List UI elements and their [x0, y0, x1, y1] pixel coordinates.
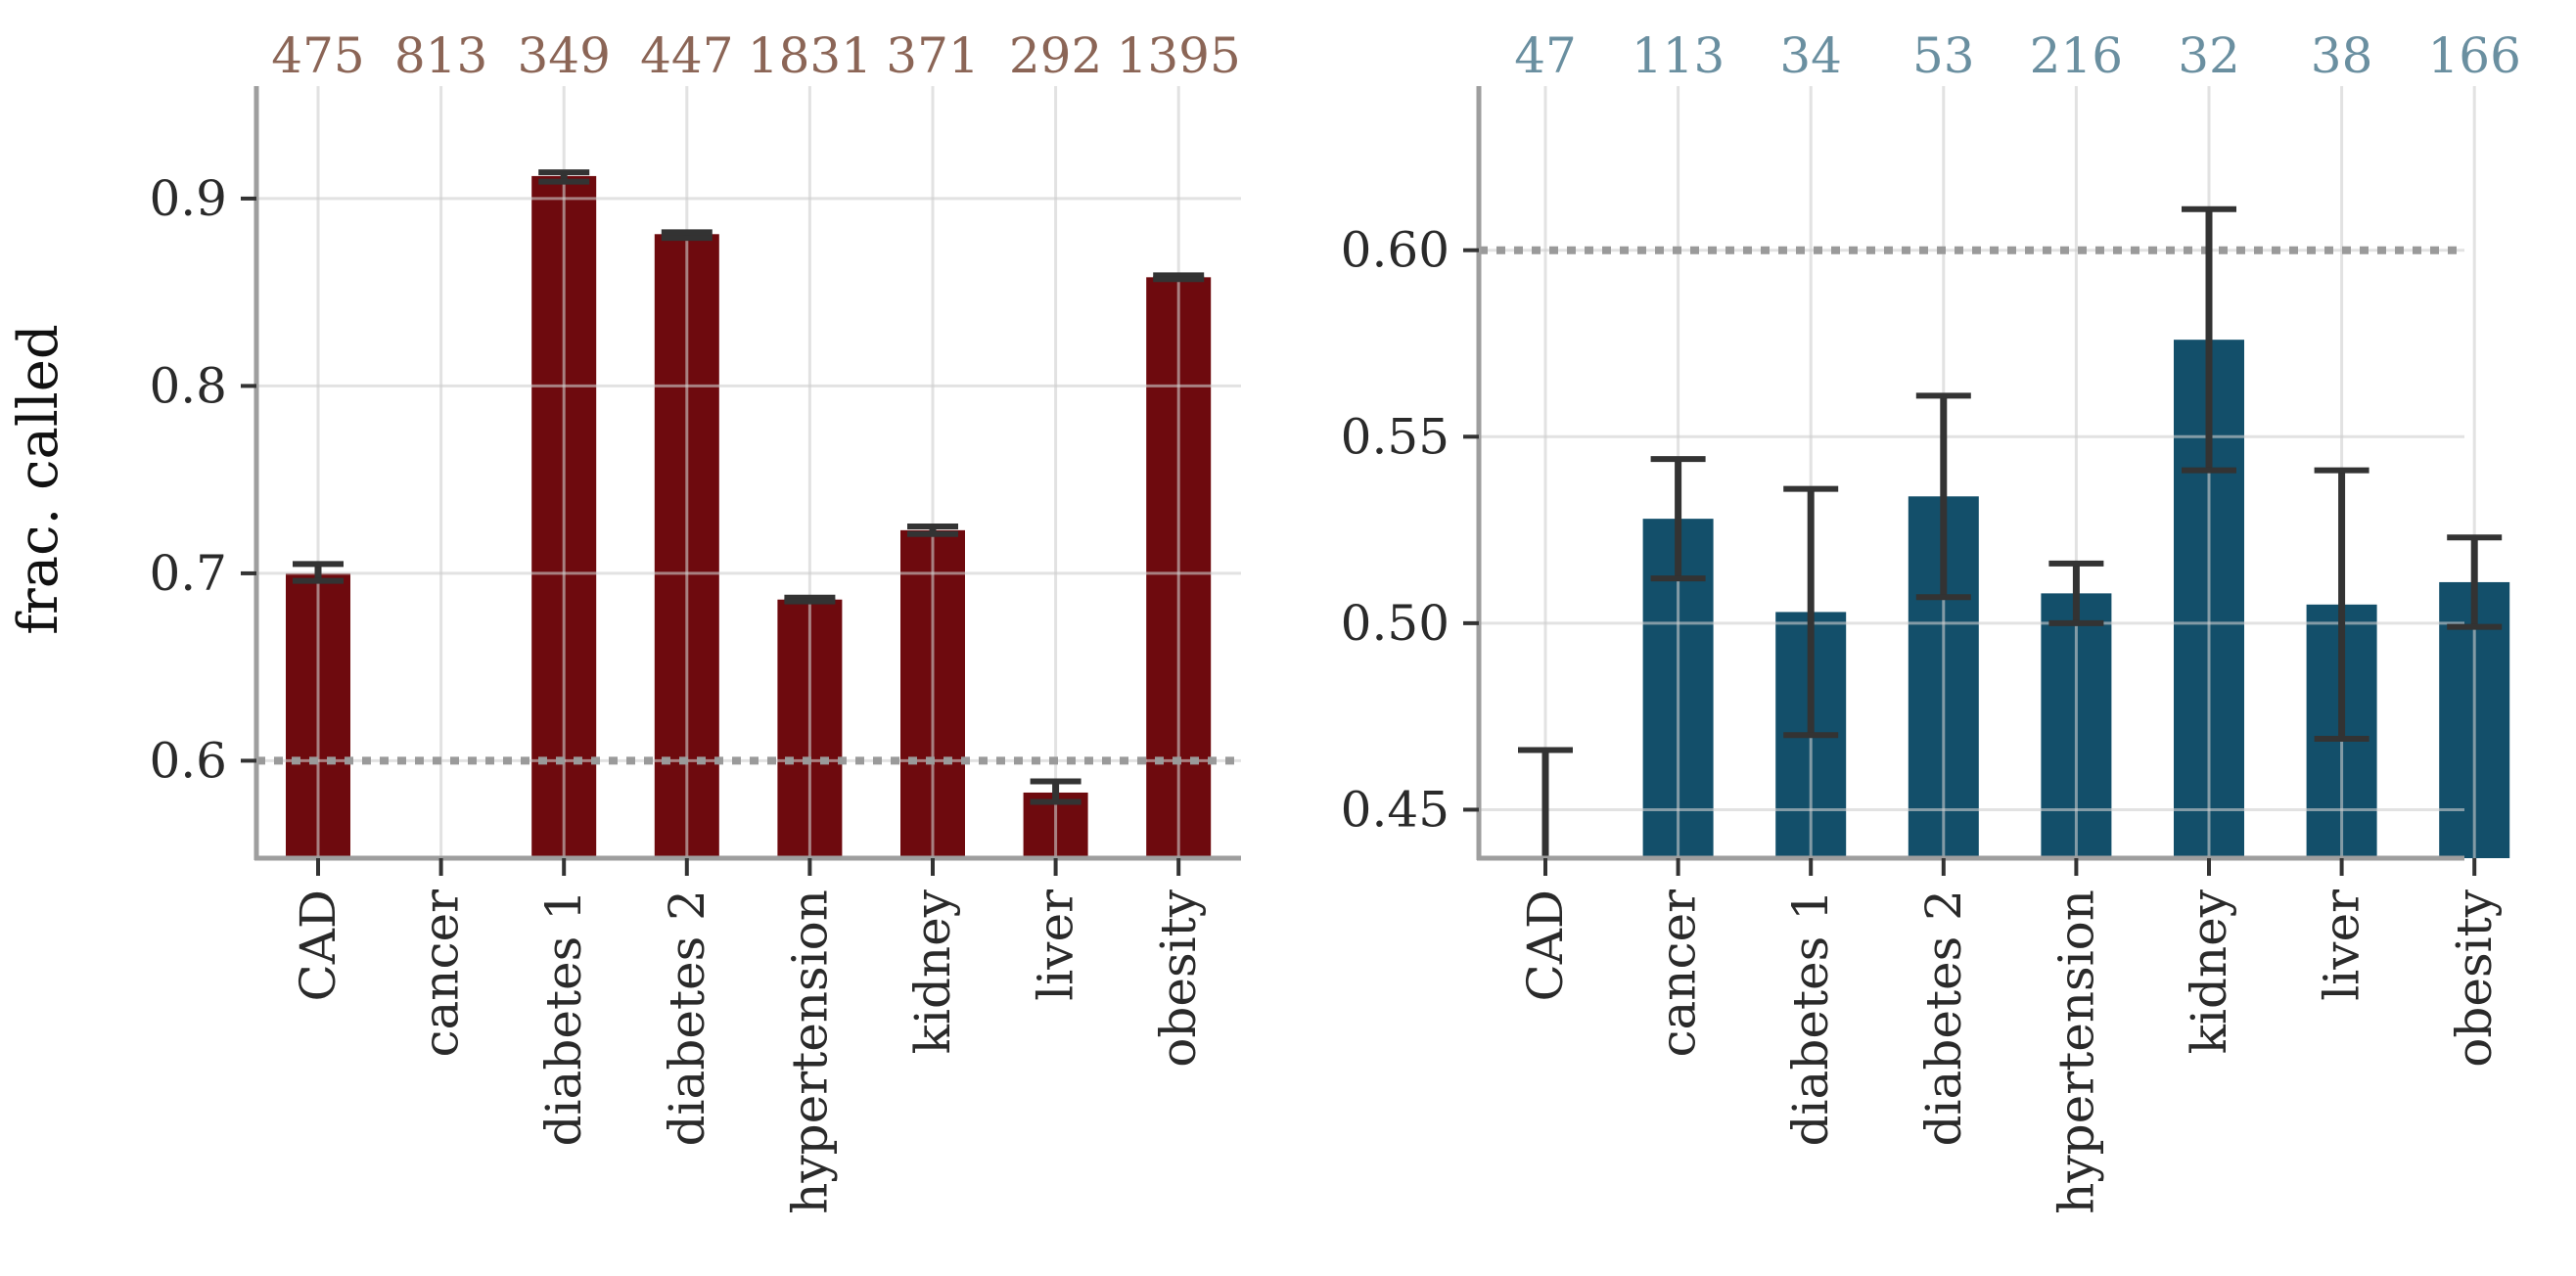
count-label: 813: [394, 27, 487, 84]
y-tick-label: 0.45: [1341, 781, 1449, 838]
y-tick-label: 0.6: [149, 732, 227, 789]
x-tick-label: diabetes 2: [1915, 889, 1972, 1146]
x-tick-label: cancer: [413, 889, 470, 1058]
x-tick-label: CAD: [290, 889, 346, 1001]
x-tick-label: CAD: [1517, 889, 1574, 1001]
x-tick-label: hypertension: [781, 889, 838, 1214]
right-panel: 0.45 0.50 0.55 0.60 CAD 47 cancer 113 diabetes 1…: [1341, 27, 2521, 1214]
x-tick-label: diabetes 2: [659, 889, 715, 1146]
count-label: 113: [1632, 27, 1725, 84]
x-tick-label: diabetes 1: [535, 889, 592, 1146]
count-label: 349: [517, 27, 610, 84]
x-tick-label: obesity: [2446, 889, 2503, 1067]
x-tick-label: cancer: [1650, 889, 1707, 1058]
y-tick-label: 0.9: [149, 170, 227, 227]
count-label: 38: [2311, 27, 2373, 84]
count-label: 447: [640, 27, 733, 84]
x-tick-label: hypertension: [2047, 889, 2104, 1214]
count-label: 34: [1779, 27, 1842, 84]
y-axis-label: frac. called: [7, 324, 70, 634]
x-tick-label: diabetes 1: [1782, 889, 1839, 1146]
count-label: 53: [1912, 27, 1975, 84]
y-tick-label: 0.60: [1341, 222, 1449, 279]
count-label: 371: [886, 27, 979, 84]
count-label: 1395: [1117, 27, 1241, 84]
x-tick-label: liver: [1028, 889, 1084, 1001]
x-tick-label: liver: [2314, 889, 2370, 1001]
x-tick-label: obesity: [1150, 889, 1207, 1067]
count-label: 216: [2030, 27, 2123, 84]
x-tick-label: kidney: [2181, 889, 2237, 1054]
count-label: 32: [2178, 27, 2240, 84]
count-label: 475: [271, 27, 364, 84]
y-tick-label: 0.8: [149, 357, 227, 414]
x-tick-label: kidney: [904, 889, 961, 1054]
count-label: 292: [1009, 27, 1102, 84]
y-tick-label: 0.50: [1341, 595, 1449, 652]
y-tick-label: 0.7: [149, 545, 227, 602]
count-label: 1831: [748, 27, 872, 84]
left-panel: 0.6 0.7 0.8 0.9 CAD 475 cancer 813 diabetes 1 349…: [149, 27, 1241, 1214]
count-label: 47: [1514, 27, 1577, 84]
y-tick-label: 0.55: [1341, 408, 1449, 465]
count-label: 166: [2427, 27, 2520, 84]
